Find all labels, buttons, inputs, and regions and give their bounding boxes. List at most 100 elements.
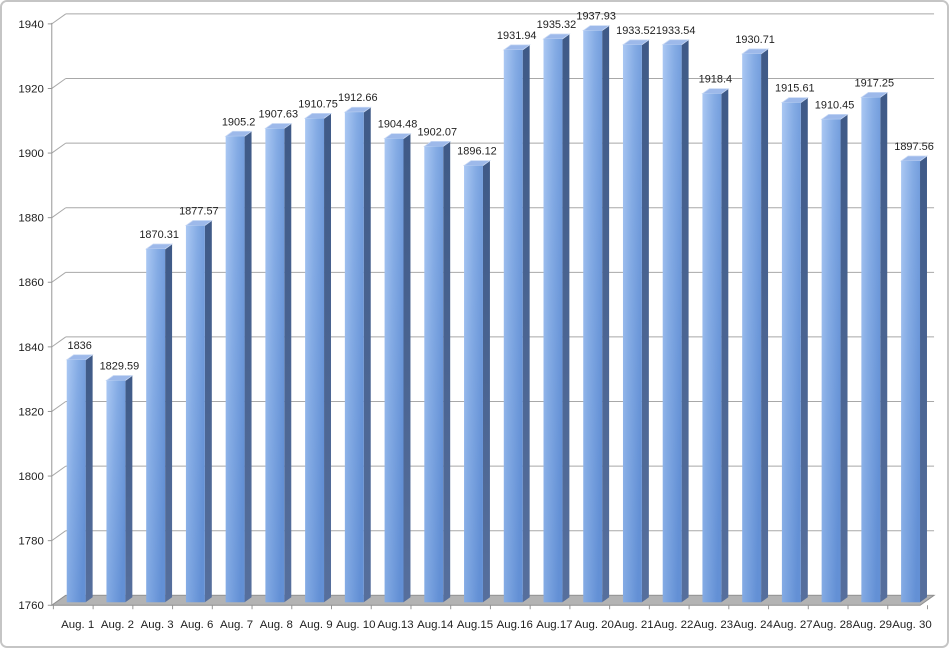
bar-side-face	[562, 34, 570, 603]
y-gridline-depth	[51, 142, 67, 154]
x-category-label: Aug. 9	[300, 619, 333, 631]
x-category-label: Aug. 29	[853, 619, 892, 631]
bar-side-face	[721, 88, 729, 603]
bar-data-label: 1907.63	[259, 108, 299, 120]
y-gridline-depth	[51, 336, 67, 348]
bar-Aug. 7	[224, 130, 253, 603]
bar-front-face	[185, 225, 205, 603]
bar-front-face	[622, 44, 642, 603]
bar-data-label: 1918.4	[699, 74, 733, 86]
y-tick-label: 1800	[18, 471, 43, 483]
bar-front-face	[146, 248, 166, 603]
bar-data-label: 1829.59	[100, 361, 140, 373]
y-gridline-depth	[51, 271, 67, 283]
bar-Aug.13	[383, 133, 412, 603]
bar-front-face	[781, 102, 801, 603]
bar-side-face	[920, 155, 927, 603]
y-gridline-depth	[51, 13, 67, 25]
bar-front-face	[344, 112, 364, 603]
bar-side-face	[403, 133, 411, 603]
bar-side-face	[681, 39, 689, 603]
bar-side-face	[840, 114, 848, 603]
x-category-label: Aug.13	[377, 619, 413, 631]
bar-Aug. 10	[343, 106, 372, 603]
bar-data-label: 1915.61	[775, 83, 815, 95]
y-gridline-depth	[51, 207, 67, 219]
bar-side-face	[482, 160, 490, 603]
bar-Aug. 24	[741, 48, 770, 603]
bar-data-label: 1896.12	[457, 146, 497, 158]
x-category-label: Aug. 30	[892, 619, 931, 631]
bar-data-label: 1904.48	[378, 119, 418, 131]
bar-data-label: 1931.94	[497, 30, 537, 42]
bar-data-label: 1935.32	[537, 19, 577, 31]
x-category-label: Aug. 27	[773, 619, 812, 631]
bar-side-face	[880, 92, 888, 603]
x-category-label: Aug. 3	[141, 619, 174, 631]
bar-side-face	[363, 107, 371, 603]
y-tick-label: 1780	[18, 536, 43, 548]
bar-data-label: 1870.31	[139, 229, 179, 241]
bar-side-face	[85, 354, 93, 603]
bar-side-face	[125, 375, 133, 603]
bar-data-label: 1933.52	[616, 25, 656, 37]
bar-Aug. 28	[820, 113, 849, 603]
bar-Aug. 29	[860, 92, 889, 603]
bar-Aug.17	[542, 33, 571, 603]
y-tick-label: 1920	[18, 83, 43, 95]
y-tick-label: 1900	[18, 148, 43, 160]
bar-front-face	[225, 136, 245, 603]
bar-front-face	[901, 160, 921, 603]
bar-Aug. 6	[184, 220, 213, 603]
bar-side-face	[800, 97, 808, 603]
bar-data-label: 1930.71	[735, 34, 775, 46]
x-category-label: Aug. 7	[220, 619, 253, 631]
x-category-label: Aug. 6	[180, 619, 213, 631]
x-category-label: Aug. 10	[336, 619, 375, 631]
bar-data-label: 1937.93	[576, 11, 616, 23]
x-category-label: Aug. 23	[694, 619, 733, 631]
bar-front-face	[106, 380, 126, 603]
bar-Aug. 21	[621, 39, 651, 603]
bar-data-label: 1917.25	[855, 77, 895, 89]
bar-data-label: 1912.66	[338, 92, 378, 104]
bar-side-face	[165, 243, 173, 603]
bar-front-face	[265, 128, 285, 603]
x-category-label: Aug. 28	[813, 619, 852, 631]
bar-side-face	[284, 123, 292, 603]
bar-front-face	[305, 118, 325, 603]
bar-front-face	[424, 146, 444, 603]
y-gridline-depth	[51, 465, 67, 477]
x-category-label: Aug. 20	[574, 619, 613, 631]
bar-Aug. 27	[780, 97, 809, 603]
bar-front-face	[464, 165, 483, 603]
x-category-label: Aug. 2	[101, 619, 134, 631]
y-tick-label: 1860	[18, 277, 43, 289]
bar-Aug. 23	[701, 88, 730, 603]
bar-Aug. 30	[899, 155, 929, 603]
bar-front-face	[662, 44, 682, 603]
bar-Aug.15	[462, 160, 492, 603]
bar-Aug. 1	[65, 354, 94, 603]
bar-Aug.16	[502, 44, 531, 603]
y-gridline-depth	[51, 401, 67, 412]
x-category-label: Aug. 21	[614, 619, 653, 631]
bar-side-face	[324, 113, 332, 603]
bar-front-face	[543, 38, 563, 603]
y-tick-label: 1840	[18, 342, 43, 354]
x-category-label: Aug. 1	[61, 619, 94, 631]
y-tick-label: 1880	[18, 213, 43, 225]
y-tick-label: 1760	[18, 600, 43, 612]
bar-front-face	[821, 119, 841, 603]
x-category-label: Aug. 22	[654, 619, 693, 631]
y-gridline-depth	[51, 78, 67, 89]
x-category-label: Aug.15	[457, 619, 493, 631]
bar-Aug. 22	[661, 39, 690, 603]
bar-data-label: 1877.57	[179, 206, 219, 218]
bar-Aug. 20	[582, 25, 611, 603]
bar-Aug. 9	[303, 112, 333, 603]
x-category-label: Aug. 8	[260, 619, 293, 631]
y-tick-label: 1820	[18, 406, 43, 418]
